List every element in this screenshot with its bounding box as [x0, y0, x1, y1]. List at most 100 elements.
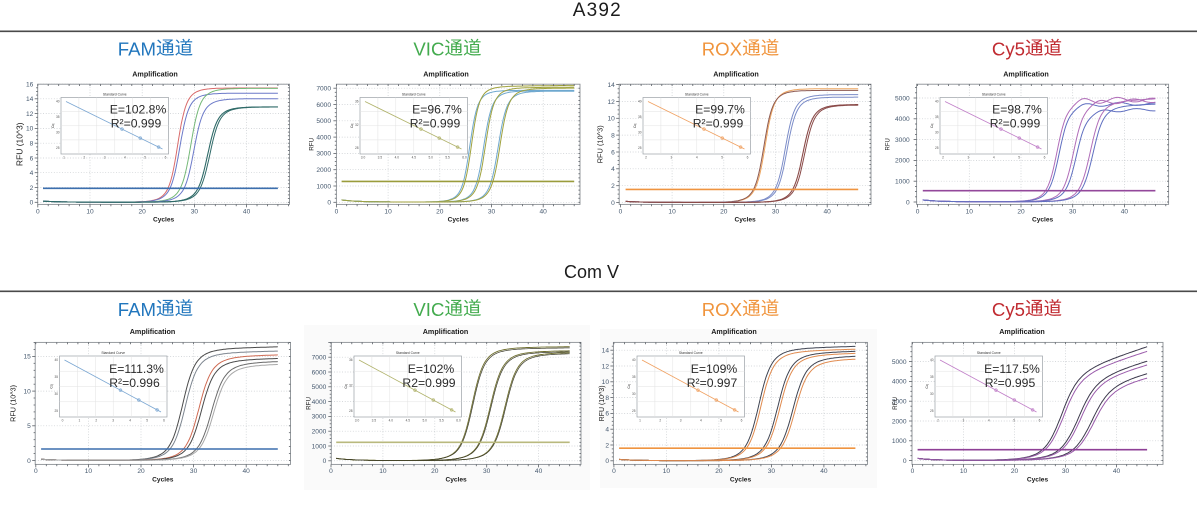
- svg-text:6: 6: [605, 411, 609, 418]
- svg-text:40: 40: [824, 209, 832, 216]
- svg-text:4: 4: [30, 170, 34, 177]
- svg-text:35: 35: [930, 375, 934, 379]
- svg-text:Standard Curve: Standard Curve: [977, 351, 1001, 355]
- svg-text:40: 40: [1121, 209, 1129, 216]
- svg-text:30: 30: [483, 468, 491, 475]
- svg-text:5: 5: [27, 423, 31, 430]
- svg-text:2000: 2000: [892, 418, 907, 425]
- svg-text:5.5: 5.5: [439, 419, 444, 423]
- svg-text:40: 40: [935, 100, 939, 104]
- svg-text:Cq: Cq: [627, 384, 631, 388]
- svg-text:4000: 4000: [316, 134, 331, 141]
- svg-text:40: 40: [930, 358, 934, 362]
- svg-text:2: 2: [611, 183, 615, 190]
- svg-text:4: 4: [129, 419, 131, 423]
- svg-text:4000: 4000: [312, 399, 327, 406]
- svg-text:2000: 2000: [312, 429, 327, 436]
- svg-text:0: 0: [619, 209, 623, 216]
- svg-text:E=102%: E=102%: [408, 362, 455, 376]
- svg-text:Cycles: Cycles: [445, 477, 467, 484]
- svg-text:1000: 1000: [892, 438, 907, 445]
- svg-text:R²=0.999: R²=0.999: [693, 117, 744, 131]
- svg-text:10: 10: [26, 126, 34, 133]
- svg-text:ROX: ROX: [702, 299, 743, 320]
- svg-text:3.0: 3.0: [361, 156, 366, 160]
- svg-text:32: 32: [349, 384, 353, 388]
- svg-text:Cq: Cq: [930, 124, 934, 128]
- svg-text:0: 0: [36, 209, 40, 216]
- svg-text:30: 30: [488, 209, 496, 216]
- svg-text:Standard Curve: Standard Curve: [396, 351, 420, 355]
- svg-text:R²=0.995: R²=0.995: [985, 376, 1036, 390]
- svg-text:0: 0: [329, 468, 333, 475]
- svg-text:3000: 3000: [312, 414, 327, 421]
- svg-text:0: 0: [611, 200, 615, 207]
- svg-text:6: 6: [741, 419, 743, 423]
- svg-text:30: 30: [930, 392, 934, 396]
- svg-text:5.5: 5.5: [445, 156, 450, 160]
- svg-text:25: 25: [935, 146, 939, 150]
- svg-text:5: 5: [146, 419, 148, 423]
- svg-text:E=109%: E=109%: [691, 362, 738, 376]
- svg-text:40: 40: [56, 100, 60, 104]
- svg-text:5000: 5000: [892, 359, 907, 366]
- svg-text:15: 15: [23, 354, 31, 361]
- svg-text:RFU (10^3): RFU (10^3): [15, 122, 25, 166]
- svg-text:35: 35: [56, 115, 60, 119]
- svg-text:6: 6: [1044, 156, 1046, 160]
- svg-text:Cq: Cq: [344, 384, 348, 388]
- svg-text:Cq: Cq: [925, 384, 929, 388]
- svg-text:25: 25: [638, 146, 642, 150]
- svg-text:3.5: 3.5: [378, 156, 383, 160]
- svg-text:35: 35: [632, 375, 636, 379]
- svg-text:20: 20: [720, 209, 728, 216]
- svg-text:6: 6: [163, 419, 165, 423]
- svg-text:10: 10: [384, 209, 392, 216]
- svg-text:10: 10: [668, 209, 676, 216]
- svg-text:6: 6: [165, 156, 167, 160]
- svg-text:E=102.8%: E=102.8%: [110, 103, 167, 117]
- svg-text:Cq: Cq: [51, 124, 55, 128]
- svg-text:Amplification: Amplification: [132, 69, 178, 78]
- svg-text:Standard Curve: Standard Curve: [402, 92, 426, 96]
- svg-text:1000: 1000: [312, 443, 327, 450]
- svg-text:0: 0: [62, 419, 64, 423]
- svg-text:10: 10: [966, 209, 974, 216]
- svg-text:30: 30: [768, 468, 776, 475]
- svg-text:35: 35: [935, 115, 939, 119]
- svg-text:28: 28: [355, 146, 359, 150]
- svg-text:Cycles: Cycles: [152, 477, 174, 484]
- svg-text:3: 3: [968, 156, 970, 160]
- svg-text:2: 2: [937, 419, 939, 423]
- svg-text:FAM: FAM: [118, 299, 156, 320]
- svg-text:12: 12: [607, 99, 615, 106]
- svg-text:Cycles: Cycles: [1032, 217, 1054, 224]
- svg-text:5000: 5000: [316, 118, 331, 125]
- svg-text:12: 12: [602, 363, 610, 370]
- svg-text:Standard Curve: Standard Curve: [685, 92, 709, 96]
- svg-text:R²=0.999: R²=0.999: [111, 117, 162, 131]
- svg-text:4: 4: [988, 419, 990, 423]
- svg-text:7000: 7000: [312, 355, 327, 362]
- svg-text:5000: 5000: [312, 384, 327, 391]
- svg-text:Cycles: Cycles: [1027, 477, 1049, 484]
- svg-text:5.0: 5.0: [428, 156, 433, 160]
- svg-text:8: 8: [605, 395, 609, 402]
- svg-text:6000: 6000: [316, 102, 331, 109]
- svg-text:Cy5: Cy5: [992, 299, 1025, 320]
- svg-text:0: 0: [903, 458, 907, 465]
- svg-text:4000: 4000: [892, 379, 907, 386]
- svg-text:Cy5: Cy5: [992, 39, 1025, 60]
- svg-text:10: 10: [86, 209, 94, 216]
- svg-text:40: 40: [540, 209, 548, 216]
- svg-text:2: 2: [95, 419, 97, 423]
- svg-text:2: 2: [659, 419, 661, 423]
- svg-text:4: 4: [696, 156, 698, 160]
- svg-text:8: 8: [611, 132, 615, 139]
- svg-text:0: 0: [911, 468, 915, 475]
- svg-text:30: 30: [1069, 209, 1077, 216]
- svg-text:0: 0: [30, 200, 34, 207]
- svg-text:4: 4: [124, 156, 126, 160]
- svg-text:10: 10: [85, 468, 93, 475]
- svg-text:1: 1: [639, 419, 641, 423]
